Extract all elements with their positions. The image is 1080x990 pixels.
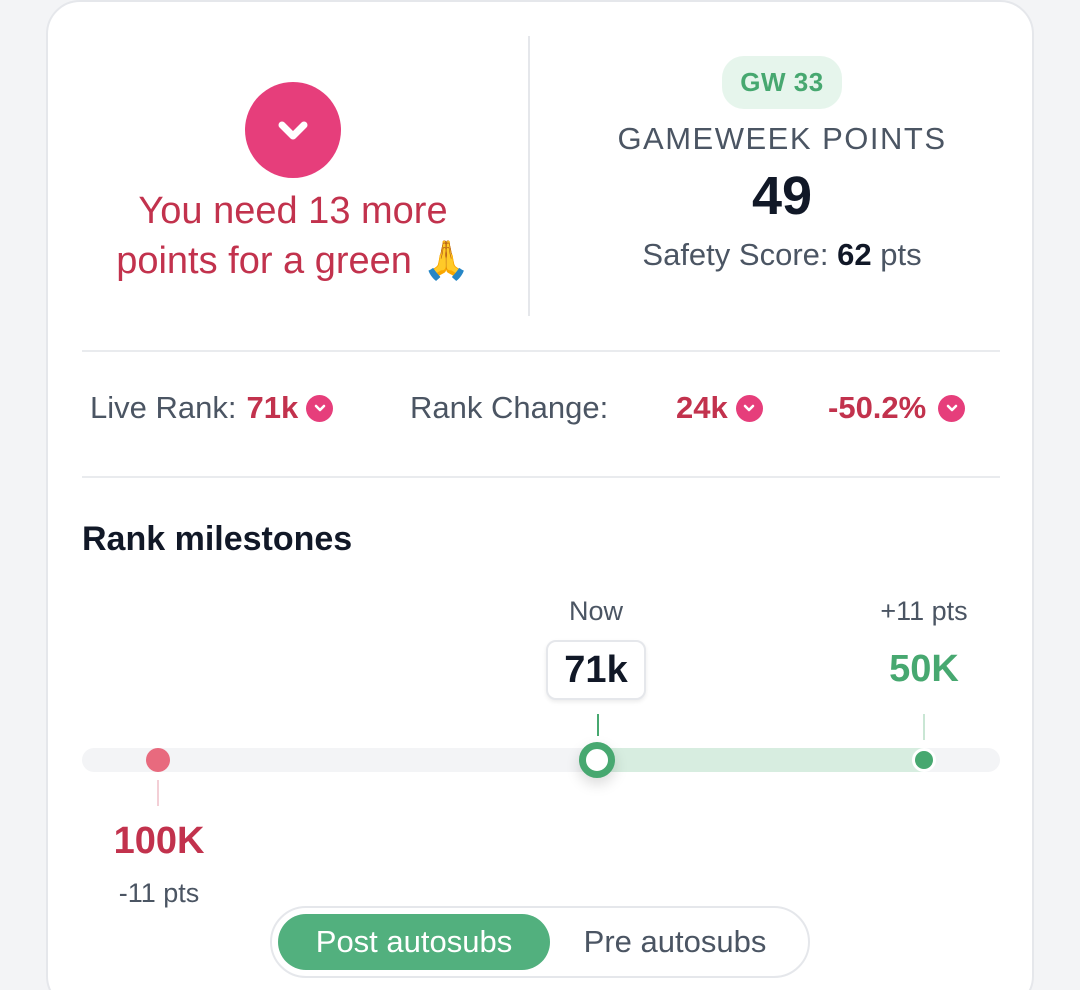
down-milestone-rank: 100K [113,820,205,862]
chevron-down-icon [735,394,763,422]
safety-score-label: Safety Score: [642,237,829,272]
rank-change-percent-value: -50.2% [828,390,927,425]
now-label: Now [568,596,623,626]
milestone-progress [598,748,924,772]
down-milestone-dot [146,748,170,772]
gameweek-badge: GW 33 [722,56,842,109]
rank-change-percent: -50.2% [828,390,966,426]
divider [82,350,1000,352]
safety-score-unit: pts [880,237,922,272]
safety-score-value: 62 [837,237,872,272]
up-points-label: +11 pts [880,596,968,626]
current-rank-dot [579,742,615,778]
rank-change-label-text: Rank Change: [410,390,609,425]
rank-change: 24k [676,390,763,426]
gameweek-summary: GW 33 GAMEWEEK POINTS 49 Safety Score: 6… [530,56,1034,273]
up-milestone-rank: 50K [889,648,959,690]
up-tick [923,714,925,740]
live-rank-value: 71k [246,390,299,425]
current-rank-box: 71k [546,640,646,700]
green-arrow-status: You need 13 more points for a green 🙏 [48,82,538,286]
chevron-down-icon [306,394,334,422]
gameweek-card: You need 13 more points for a green 🙏 GW… [46,0,1034,990]
divider [82,476,1000,478]
live-rank: Live Rank: 71k [90,390,334,426]
down-tick [157,780,159,806]
now-tick [597,714,599,736]
pre-autosubs-button[interactable]: Pre autosubs [583,924,767,959]
safety-score: Safety Score: 62 pts [530,237,1034,273]
rank-row: Live Rank: 71k Rank Change: 24k -50.2% [48,390,1036,434]
up-milestone-dot [912,748,936,772]
chevron-down-icon [938,394,966,422]
green-message: You need 13 more points for a green 🙏 [116,190,470,282]
down-points-label: -11 pts [118,878,200,908]
post-autosubs-button[interactable]: Post autosubs [278,914,550,970]
live-rank-label: Live Rank: [90,390,237,425]
rank-change-value: 24k [676,390,728,425]
autosubs-toggle: Post autosubs Pre autosubs [270,906,810,978]
chevron-down-icon [245,82,341,178]
gameweek-points-value: 49 [751,166,813,226]
rank-change-label: Rank Change: [410,390,608,426]
divider [528,36,530,316]
rank-milestones-title: Rank milestones [82,520,353,558]
gameweek-points-label: GAMEWEEK POINTS [617,121,947,156]
